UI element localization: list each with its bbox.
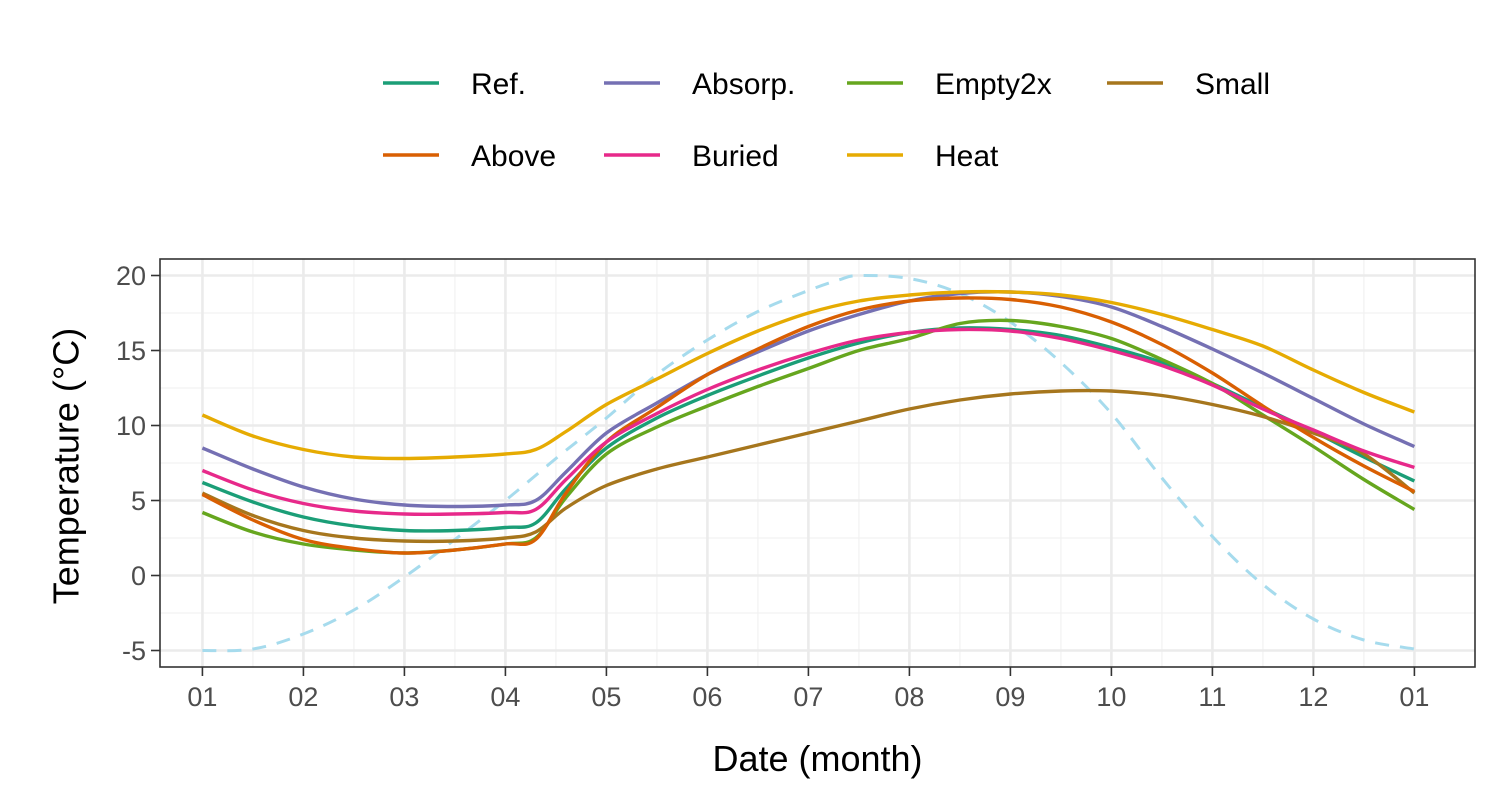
legend-item-above: Above bbox=[383, 140, 556, 173]
x-axis: 01 02 03 04 05 06 07 08 09 10 11 12 01 bbox=[187, 667, 1429, 712]
legend-item-empty2x: Empty2x bbox=[847, 68, 1052, 101]
x-tick-label: 03 bbox=[389, 682, 419, 712]
reference-curve-line bbox=[202, 273, 1415, 653]
x-tick-label: 06 bbox=[692, 682, 722, 712]
legend-label-absorp: Absorp. bbox=[692, 68, 795, 101]
x-axis-title: Date (month) bbox=[712, 738, 922, 779]
series-line-heat bbox=[201, 289, 1416, 461]
x-tick-label: 09 bbox=[995, 682, 1025, 712]
legend-label-buried: Buried bbox=[692, 140, 779, 173]
series-line-small bbox=[201, 388, 1416, 544]
x-tick-label: 01 bbox=[1399, 682, 1429, 712]
x-tick-label: 02 bbox=[288, 682, 318, 712]
series-line-above bbox=[201, 296, 1416, 555]
legend-item-small: Small bbox=[1107, 68, 1270, 101]
y-axis: -5 0 5 10 15 20 bbox=[116, 261, 160, 666]
panel-border bbox=[159, 258, 1476, 668]
legend-item-ref: Ref. bbox=[383, 68, 526, 101]
legend-label-small: Small bbox=[1195, 68, 1270, 101]
x-tick-label: 10 bbox=[1096, 682, 1126, 712]
legend-item-buried: Buried bbox=[604, 140, 779, 173]
minor-gridlines bbox=[160, 259, 1475, 667]
series-line-buried bbox=[201, 327, 1415, 516]
y-tick-label: 20 bbox=[116, 261, 146, 291]
legend-label-above: Above bbox=[471, 140, 556, 173]
legend: Ref. Absorp. Empty2x Small Above Buried Heat bbox=[383, 68, 1270, 173]
x-tick-label: 12 bbox=[1298, 682, 1328, 712]
y-tick-label: 10 bbox=[116, 411, 146, 441]
y-tick-label: 0 bbox=[131, 561, 146, 591]
x-tick-label: 04 bbox=[490, 682, 520, 712]
x-tick-label: 11 bbox=[1198, 682, 1226, 712]
y-axis-title: Temperature (°C) bbox=[46, 328, 87, 604]
x-tick-label: 07 bbox=[793, 682, 823, 712]
legend-item-heat: Heat bbox=[847, 140, 999, 173]
series-line-absorp bbox=[201, 290, 1416, 509]
legend-label-ref: Ref. bbox=[471, 68, 526, 101]
x-tick-label: 05 bbox=[591, 682, 621, 712]
plot-panel bbox=[159, 258, 1476, 668]
y-tick-label: 15 bbox=[116, 336, 146, 366]
y-tick-label: -5 bbox=[122, 636, 146, 666]
x-tick-label: 08 bbox=[894, 682, 924, 712]
legend-label-empty2x: Empty2x bbox=[935, 68, 1052, 101]
legend-label-heat: Heat bbox=[935, 140, 999, 173]
legend-item-absorp: Absorp. bbox=[604, 68, 795, 101]
reference-curve bbox=[202, 273, 1415, 653]
series-lines bbox=[201, 289, 1416, 555]
y-tick-label: 5 bbox=[131, 486, 146, 516]
x-tick-label: 01 bbox=[187, 682, 217, 712]
major-gridlines bbox=[160, 259, 1475, 667]
